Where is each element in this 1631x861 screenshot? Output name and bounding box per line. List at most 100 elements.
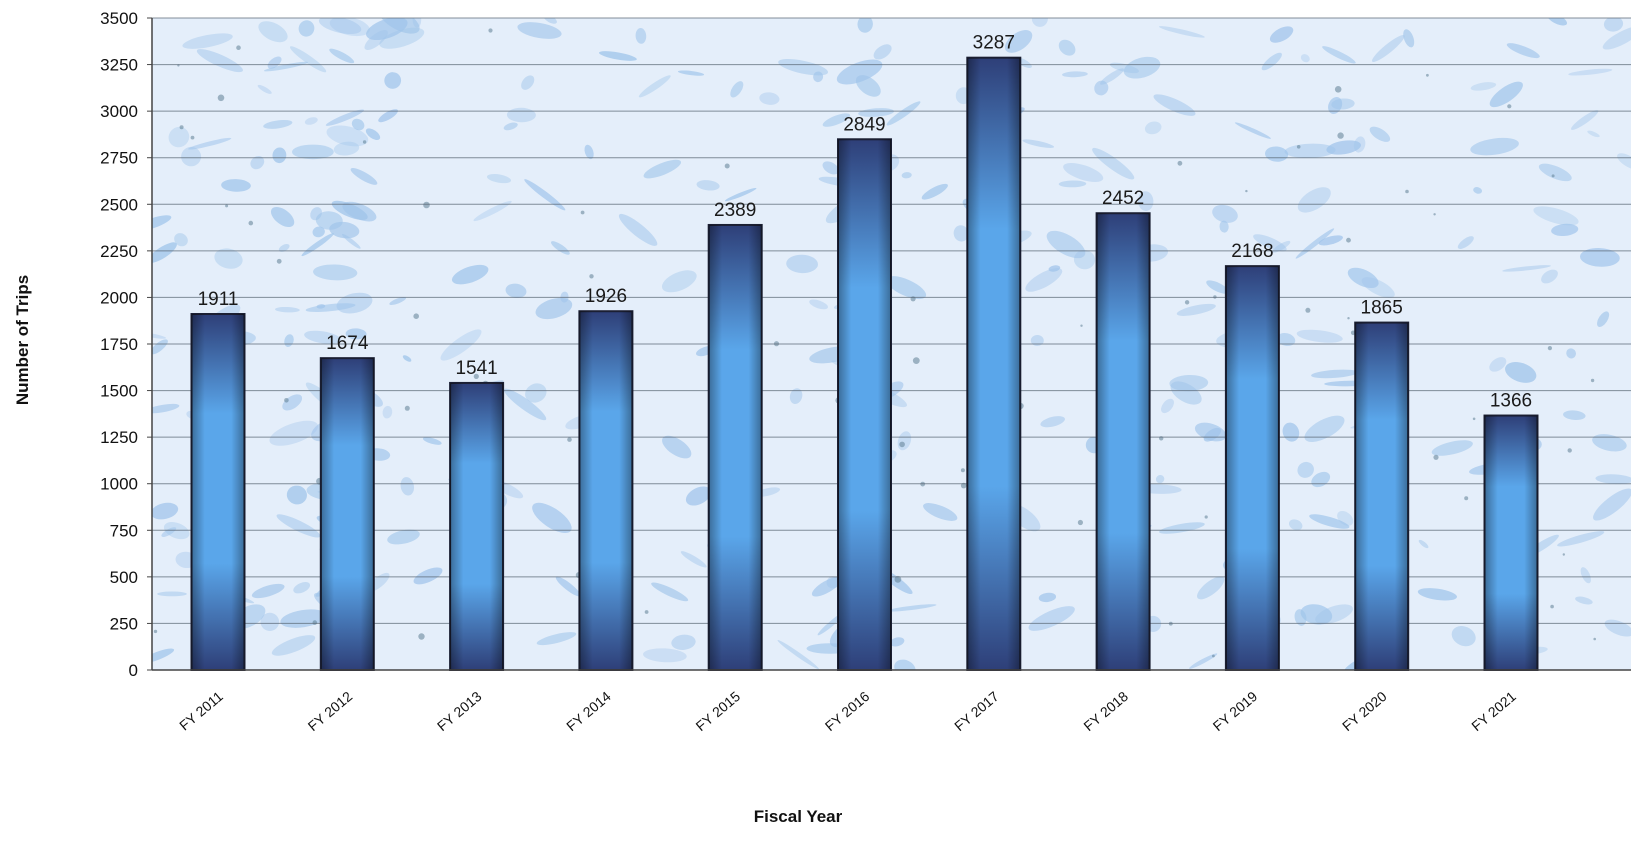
texture-blot bbox=[269, 420, 319, 446]
data-label: 2389 bbox=[714, 200, 756, 221]
texture-speck bbox=[179, 125, 184, 130]
texture-blot bbox=[901, 172, 912, 179]
texture-blot bbox=[304, 117, 318, 125]
texture-speck bbox=[960, 468, 965, 473]
texture-blot bbox=[921, 183, 948, 200]
texture-blot bbox=[152, 242, 177, 263]
texture-blot bbox=[1506, 43, 1540, 59]
texture-speck bbox=[418, 633, 425, 640]
texture-blot bbox=[1094, 80, 1109, 96]
texture-blot bbox=[1123, 56, 1161, 79]
texture-blot bbox=[1593, 488, 1631, 521]
texture-blot bbox=[1595, 474, 1631, 485]
texture-blot bbox=[333, 141, 360, 156]
y-tick-label: 2500 bbox=[100, 195, 138, 214]
texture-blot bbox=[677, 70, 705, 76]
texture-blot bbox=[422, 437, 442, 445]
texture-blot bbox=[505, 283, 527, 299]
texture-speck bbox=[1245, 189, 1248, 193]
bar-shade bbox=[967, 57, 1021, 671]
texture-blot bbox=[894, 659, 916, 670]
texture-blot bbox=[152, 648, 175, 664]
texture-blot bbox=[318, 18, 362, 35]
texture-blot bbox=[1028, 606, 1075, 631]
texture-blot bbox=[1347, 267, 1379, 289]
texture-blot bbox=[174, 233, 188, 247]
texture-blot bbox=[251, 583, 285, 599]
texture-blot bbox=[365, 128, 381, 141]
texture-blot bbox=[525, 383, 547, 403]
texture-blot bbox=[1315, 604, 1353, 625]
x-tick-label: FY 2011 bbox=[176, 688, 226, 734]
texture-blot bbox=[161, 527, 177, 537]
texture-blot bbox=[1568, 68, 1613, 76]
texture-blot bbox=[759, 92, 780, 105]
texture-speck bbox=[1204, 515, 1208, 519]
texture-blot bbox=[1038, 592, 1057, 603]
texture-blot bbox=[196, 49, 243, 73]
data-label: 2849 bbox=[843, 114, 885, 135]
texture-speck bbox=[1562, 553, 1566, 556]
texture-blot bbox=[305, 303, 356, 312]
texture-blot bbox=[304, 330, 341, 344]
texture-speck bbox=[1080, 324, 1083, 327]
texture-blot bbox=[1297, 187, 1331, 213]
bar-shade bbox=[1355, 322, 1409, 670]
texture-blot bbox=[1502, 265, 1551, 272]
texture-blot bbox=[350, 167, 378, 185]
texture-speck bbox=[1472, 417, 1476, 421]
bars-group bbox=[190, 56, 1539, 672]
texture-blot bbox=[1602, 26, 1631, 50]
texture-blot bbox=[152, 215, 172, 232]
x-tick-labels: FY 2011 FY 2012 FY 2013 FY 2014 FY 2015 FY 20… bbox=[176, 688, 1519, 734]
texture-speck bbox=[580, 210, 585, 215]
texture-blot bbox=[1470, 82, 1497, 91]
texture-speck bbox=[473, 373, 479, 379]
texture-blot bbox=[329, 18, 370, 37]
texture-speck bbox=[1334, 86, 1342, 93]
texture-blot bbox=[1300, 604, 1333, 625]
texture-blot bbox=[873, 44, 892, 60]
texture-blot bbox=[345, 328, 367, 340]
texture-blot bbox=[809, 299, 828, 310]
texture-blot bbox=[1022, 139, 1055, 148]
texture-blot bbox=[272, 147, 287, 164]
texture-blot bbox=[536, 632, 577, 646]
texture-speck bbox=[225, 204, 229, 208]
texture-speck bbox=[1547, 346, 1552, 351]
texture-blot bbox=[517, 22, 562, 39]
texture-blot bbox=[214, 248, 243, 269]
texture-blot bbox=[250, 155, 265, 170]
texture-blot bbox=[1331, 98, 1355, 110]
bar-shade bbox=[1225, 266, 1279, 670]
texture-blot bbox=[662, 435, 692, 459]
texture-blot bbox=[382, 405, 393, 419]
bar-shade bbox=[191, 314, 245, 670]
bar bbox=[1483, 414, 1539, 671]
texture-blot bbox=[315, 211, 343, 230]
data-label: 1541 bbox=[455, 358, 497, 379]
texture-speck bbox=[1347, 317, 1350, 320]
texture-blot bbox=[1538, 163, 1572, 182]
texture-blot bbox=[276, 514, 321, 538]
texture-blot bbox=[1369, 126, 1391, 142]
texture-blot bbox=[473, 200, 512, 222]
texture-blot bbox=[1153, 94, 1196, 116]
texture-speck bbox=[1077, 519, 1083, 526]
bar-shade bbox=[838, 139, 891, 671]
y-tick-label: 2750 bbox=[100, 149, 138, 168]
texture-blot bbox=[671, 634, 696, 650]
texture-blot bbox=[271, 635, 316, 656]
texture-blot bbox=[1048, 265, 1061, 272]
texture-speck bbox=[190, 135, 195, 140]
bar-shade bbox=[1484, 415, 1538, 670]
texture-blot bbox=[152, 339, 168, 355]
texture-blot bbox=[1294, 609, 1307, 626]
texture-blot bbox=[1557, 531, 1605, 547]
texture-speck bbox=[248, 220, 254, 226]
texture-blot bbox=[1417, 588, 1458, 601]
texture-blot bbox=[1451, 625, 1476, 647]
texture-blot bbox=[858, 108, 895, 117]
texture-blot bbox=[1137, 191, 1154, 211]
texture-speck bbox=[567, 437, 572, 442]
